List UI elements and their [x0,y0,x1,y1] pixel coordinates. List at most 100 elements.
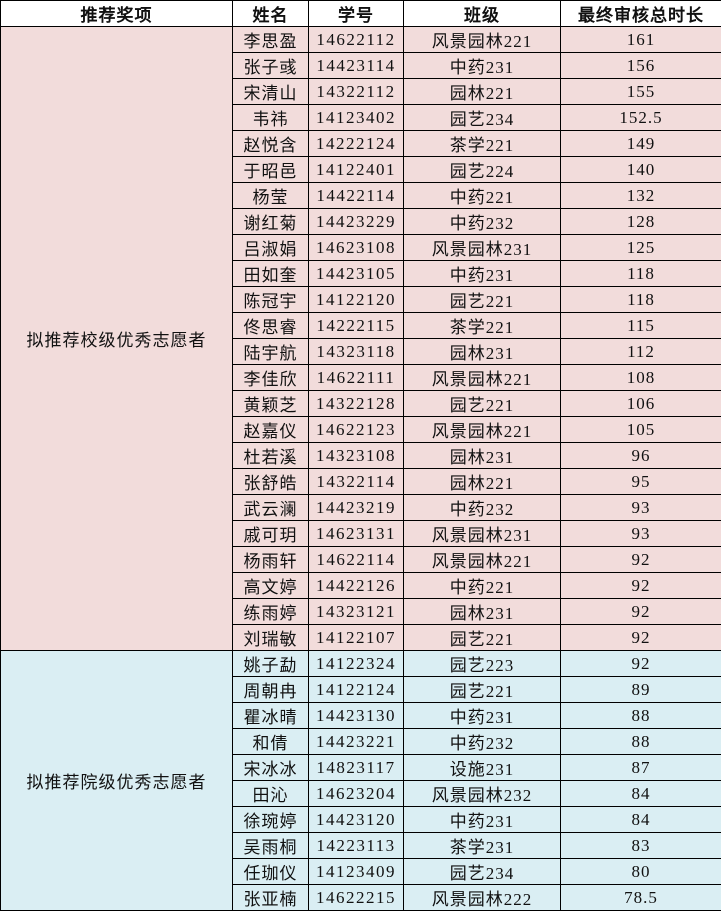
id-cell: 14622123 [309,417,404,443]
hours-cell: 155 [561,79,721,105]
name-cell: 陈冠宇 [233,287,309,313]
id-cell: 14223113 [309,833,404,859]
hours-cell: 112 [561,339,721,365]
hours-cell: 92 [561,625,721,651]
id-cell: 14423229 [309,209,404,235]
name-cell: 戚可玥 [233,521,309,547]
hours-cell: 89 [561,677,721,703]
class-cell: 园艺221 [404,677,561,703]
header-award: 推荐奖项 [1,1,233,27]
hours-cell: 80 [561,859,721,885]
id-cell: 14423130 [309,703,404,729]
hours-cell: 83 [561,833,721,859]
name-cell: 陆宇航 [233,339,309,365]
hours-cell: 161 [561,27,721,53]
class-cell: 中药232 [404,495,561,521]
class-cell: 设施231 [404,755,561,781]
class-cell: 风景园林221 [404,27,561,53]
id-cell: 14322128 [309,391,404,417]
class-cell: 中药231 [404,703,561,729]
class-cell: 风景园林222 [404,885,561,911]
class-cell: 园林231 [404,599,561,625]
name-cell: 谢红菊 [233,209,309,235]
name-cell: 佟思睿 [233,313,309,339]
name-cell: 宋冰冰 [233,755,309,781]
name-cell: 练雨婷 [233,599,309,625]
name-cell: 田沁 [233,781,309,807]
hours-cell: 106 [561,391,721,417]
id-cell: 14122107 [309,625,404,651]
id-cell: 14623204 [309,781,404,807]
id-cell: 14423105 [309,261,404,287]
name-cell: 武云澜 [233,495,309,521]
class-cell: 园艺224 [404,157,561,183]
id-cell: 14823117 [309,755,404,781]
id-cell: 14323108 [309,443,404,469]
class-cell: 园艺223 [404,651,561,677]
class-cell: 茶学231 [404,833,561,859]
hours-cell: 118 [561,261,721,287]
class-cell: 中药231 [404,53,561,79]
id-cell: 14322112 [309,79,404,105]
hours-cell: 115 [561,313,721,339]
hours-cell: 92 [561,599,721,625]
id-cell: 14122401 [309,157,404,183]
award-cell: 拟推荐院级优秀志愿者 [1,651,233,911]
id-cell: 14423120 [309,807,404,833]
name-cell: 姚子勐 [233,651,309,677]
name-cell: 周朝冉 [233,677,309,703]
hours-cell: 92 [561,651,721,677]
class-cell: 中药232 [404,729,561,755]
name-cell: 赵悦含 [233,131,309,157]
name-cell: 张子彧 [233,53,309,79]
id-cell: 14623108 [309,235,404,261]
name-cell: 吕淑娟 [233,235,309,261]
class-cell: 园林231 [404,339,561,365]
id-cell: 14622114 [309,547,404,573]
class-cell: 中药232 [404,209,561,235]
class-cell: 园艺234 [404,105,561,131]
hours-cell: 92 [561,547,721,573]
id-cell: 14323121 [309,599,404,625]
class-cell: 风景园林232 [404,781,561,807]
id-cell: 14122120 [309,287,404,313]
class-cell: 中药231 [404,807,561,833]
hours-cell: 118 [561,287,721,313]
award-cell: 拟推荐校级优秀志愿者 [1,27,233,651]
id-cell: 14222115 [309,313,404,339]
name-cell: 吴雨桐 [233,833,309,859]
class-cell: 园艺221 [404,287,561,313]
name-cell: 宋清山 [233,79,309,105]
class-cell: 风景园林221 [404,547,561,573]
hours-cell: 140 [561,157,721,183]
class-cell: 园艺221 [404,625,561,651]
hours-cell: 88 [561,703,721,729]
id-cell: 14622215 [309,885,404,911]
class-cell: 园艺234 [404,859,561,885]
header-name: 姓名 [233,1,309,27]
hours-cell: 92 [561,573,721,599]
id-cell: 14422126 [309,573,404,599]
hours-cell: 78.5 [561,885,721,911]
id-cell: 14122124 [309,677,404,703]
class-cell: 园艺221 [404,391,561,417]
name-cell: 杨雨轩 [233,547,309,573]
name-cell: 高文婷 [233,573,309,599]
hours-cell: 152.5 [561,105,721,131]
hours-cell: 125 [561,235,721,261]
name-cell: 和倩 [233,729,309,755]
name-cell: 赵嘉仪 [233,417,309,443]
name-cell: 任珈仪 [233,859,309,885]
hours-cell: 108 [561,365,721,391]
name-cell: 田如奎 [233,261,309,287]
class-cell: 园林231 [404,443,561,469]
id-cell: 14222124 [309,131,404,157]
class-cell: 园林221 [404,469,561,495]
name-cell: 杜若溪 [233,443,309,469]
header-total-hours: 最终审核总时长 [561,1,721,27]
id-cell: 14623131 [309,521,404,547]
name-cell: 李思盈 [233,27,309,53]
hours-cell: 84 [561,807,721,833]
